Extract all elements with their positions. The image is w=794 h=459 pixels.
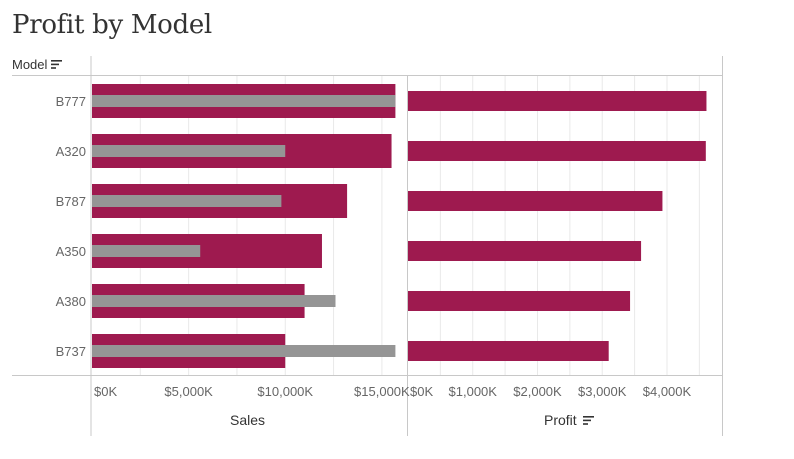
- profit-tick-label: $1,000K: [449, 384, 498, 399]
- page-title: Profit by Model: [12, 10, 212, 40]
- profit-axis-title[interactable]: Profit: [544, 412, 594, 428]
- model-header-label: Model: [12, 57, 48, 72]
- profit-axis-label: Profit: [544, 412, 577, 428]
- sales-bar: [92, 145, 286, 157]
- profit-bar: [408, 341, 609, 361]
- profit-bar: [408, 241, 642, 261]
- category-label: A350: [56, 244, 86, 259]
- sales-axis-title: Sales: [230, 412, 265, 428]
- sort-descending-icon[interactable]: [582, 415, 594, 425]
- sales-bar: [92, 95, 396, 107]
- category-label: B737: [56, 344, 86, 359]
- profit-tick-label: $4,000K: [643, 384, 692, 399]
- sales-bar: [92, 245, 201, 257]
- sales-tick-label: $15,000K: [354, 384, 410, 399]
- sales-axis-label: Sales: [230, 412, 266, 428]
- model-column-header[interactable]: Model: [12, 57, 63, 72]
- sales-bar: [92, 295, 336, 307]
- category-label: A380: [56, 294, 86, 309]
- profit-tick-label: $0K: [410, 384, 433, 399]
- category-label: A320: [56, 144, 86, 159]
- profit-bar: [408, 191, 663, 211]
- profit-tick-label: $3,000K: [578, 384, 627, 399]
- sales-bar: [92, 345, 396, 357]
- sales-tick-label: $10,000K: [257, 384, 313, 399]
- sales-bar: [92, 195, 282, 207]
- sales-tick-label: $5,000K: [164, 384, 213, 399]
- profit-tick-label: $2,000K: [513, 384, 562, 399]
- profit-bar: [408, 91, 707, 111]
- category-label: B777: [56, 94, 86, 109]
- category-label: B787: [56, 194, 86, 209]
- sales-tick-label: $0K: [94, 384, 117, 399]
- profit-bar: [408, 141, 706, 161]
- sort-descending-icon[interactable]: [51, 60, 63, 69]
- profit-bar: [408, 291, 631, 311]
